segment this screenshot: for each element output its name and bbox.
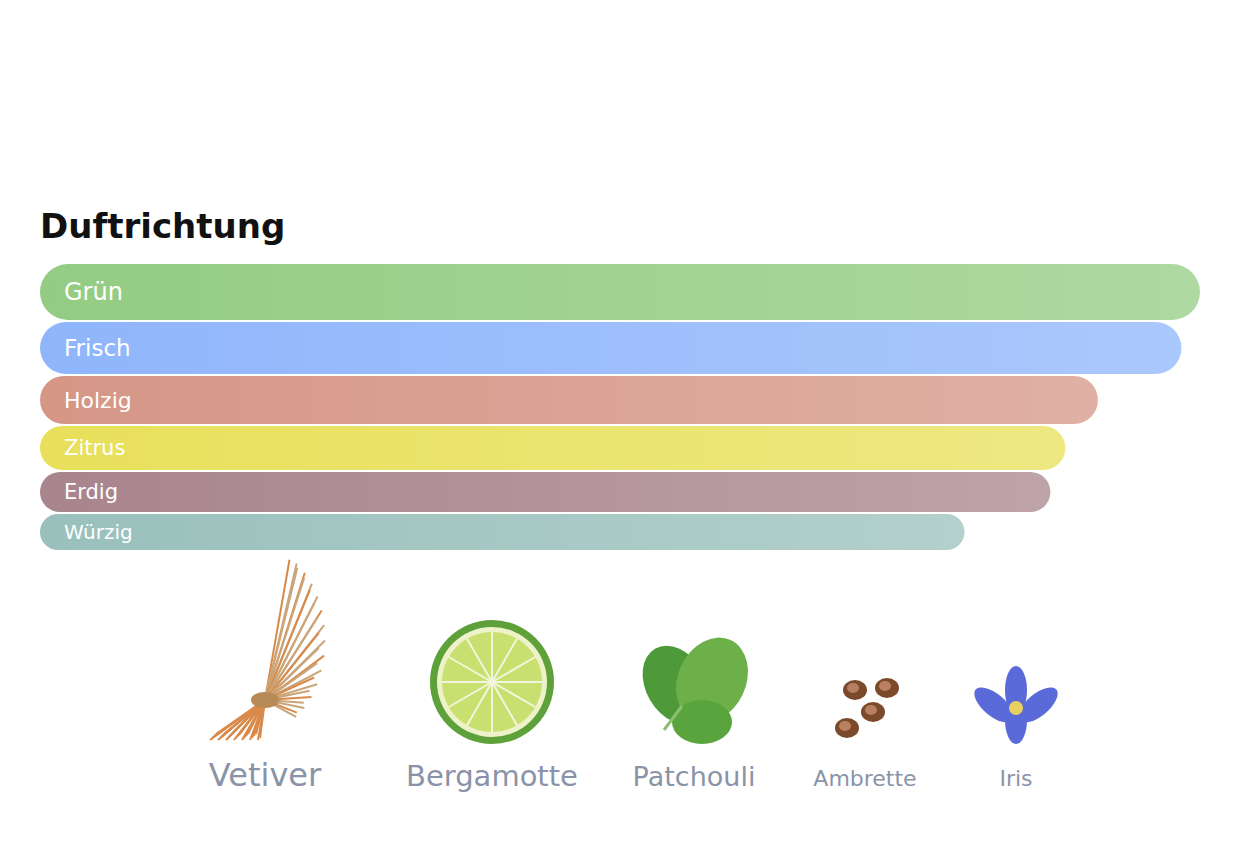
note-label: Bergamotte <box>406 759 578 793</box>
note-label: Ambrette <box>813 766 916 791</box>
note: Bergamotte <box>406 620 578 793</box>
notes: Vetiver Bergamotte Patchouli Ambrette Iris <box>209 560 1064 794</box>
note: Iris <box>969 666 1064 791</box>
category-label: Erdig <box>64 480 118 504</box>
ambrette-icon <box>835 678 899 738</box>
category-label: Würzig <box>64 520 133 544</box>
category-label: Holzig <box>64 388 132 413</box>
bar <box>40 264 1200 320</box>
category-label: Frisch <box>64 335 131 361</box>
bar <box>40 322 1181 374</box>
bar <box>40 514 965 550</box>
patchouli-icon <box>629 626 761 744</box>
bar <box>40 426 1065 470</box>
iris-icon <box>969 666 1064 744</box>
note: Vetiver <box>209 560 325 794</box>
note-label: Iris <box>999 766 1032 791</box>
chart-title: Duftrichtung <box>40 206 285 246</box>
bars <box>40 264 1200 550</box>
note: Ambrette <box>813 678 916 791</box>
bergamot-icon <box>430 620 554 744</box>
note-label: Patchouli <box>633 761 756 792</box>
bar <box>40 376 1098 424</box>
category-labels: Grün Frisch Holzig Zitrus Erdig Würzig <box>64 278 133 544</box>
category-label: Zitrus <box>64 436 125 460</box>
bar <box>40 472 1050 512</box>
note-label: Vetiver <box>209 756 322 794</box>
vetiver-icon <box>210 560 325 740</box>
category-label: Grün <box>64 278 123 306</box>
note: Patchouli <box>629 626 761 792</box>
